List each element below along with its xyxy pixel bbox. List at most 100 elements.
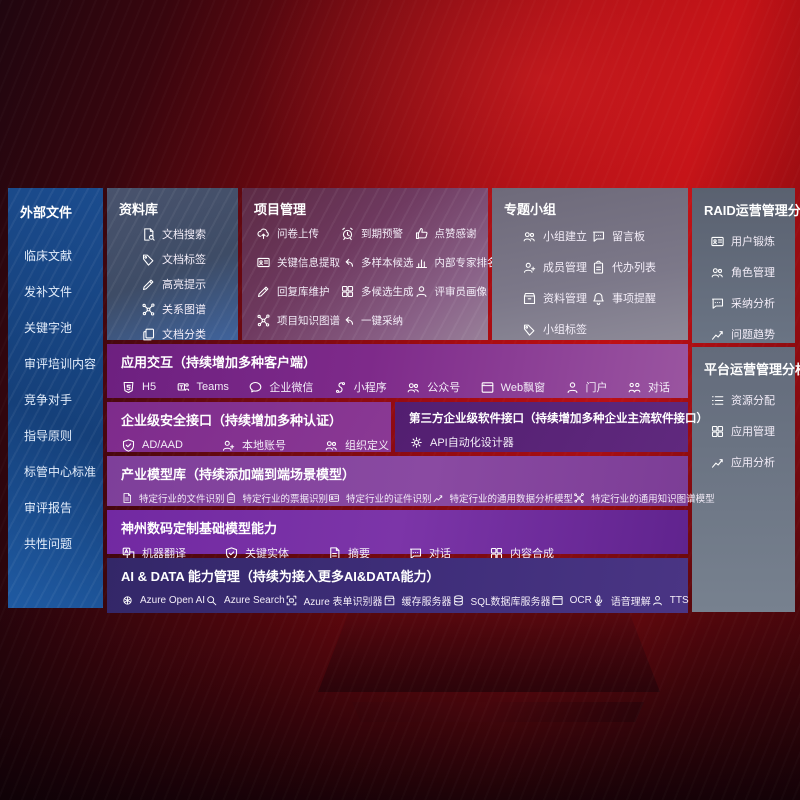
person-add-icon xyxy=(221,438,236,453)
card-icon xyxy=(256,255,271,270)
feature-item: 对话 xyxy=(408,545,451,561)
tag-icon xyxy=(141,252,156,267)
window-icon xyxy=(551,594,564,607)
feature-label: 一键采纳 xyxy=(361,315,403,327)
feature-item: 多候选生成 xyxy=(340,284,414,299)
rank-icon xyxy=(414,255,429,270)
feature-item: Azure Search xyxy=(205,594,285,607)
feature-label: Web飘窗 xyxy=(500,382,546,394)
sidebar-item: 审评报告 xyxy=(24,501,73,515)
third-party-interface-list: API自动化设计器 xyxy=(409,426,676,450)
feature-item: 多样本候选 xyxy=(340,255,414,270)
feature-label: 关键实体 xyxy=(245,548,289,560)
feature-item: 采纳分析 xyxy=(710,295,795,311)
mini-icon xyxy=(333,380,348,395)
feature-item: AD/AAD xyxy=(121,438,183,453)
card-icon xyxy=(328,492,340,504)
app-interaction-row: 应用交互（持续增加多种客户端） H5 Teams 企业微信 小程序 公众号 Web飘窗 门户… xyxy=(107,344,688,398)
repository-list: 文档搜索 文档标签 高亮提示 关系图谱 文档分类 xyxy=(119,218,228,342)
platform-analysis-title: 平台运营管理分析 xyxy=(704,362,800,377)
feature-label: 评审员画像 xyxy=(434,286,488,298)
feature-label: 摘要 xyxy=(348,548,370,560)
feature-label: 特定行业的通用数据分析模型 xyxy=(449,494,574,505)
feature-label: OCR xyxy=(569,595,592,606)
feature-item: 用户锻炼 xyxy=(710,233,795,249)
chart-line-icon xyxy=(710,455,725,470)
shield-icon xyxy=(121,438,136,453)
network-icon xyxy=(256,313,271,328)
like-icon xyxy=(414,226,429,241)
bell-icon xyxy=(591,291,606,306)
feature-label: 对话 xyxy=(429,548,451,560)
feature-item: 一键采纳 xyxy=(340,313,414,328)
sidebar-item: 关键字池 xyxy=(24,321,73,335)
copy-icon xyxy=(141,327,156,342)
openai-icon xyxy=(121,594,134,607)
feature-item: TTS xyxy=(651,594,689,607)
feature-label: 缓存服务器 xyxy=(401,597,452,608)
feature-item: 本地账号 xyxy=(221,437,286,453)
chart-line-icon xyxy=(710,327,725,342)
feature-label: 本地账号 xyxy=(241,440,286,452)
feature-label: 留言板 xyxy=(612,231,645,243)
feature-item: 门户 xyxy=(565,379,608,395)
feature-label: 高亮提示 xyxy=(162,279,206,291)
search-icon xyxy=(205,594,218,607)
industry-models-title: 产业模型库（持续添加端到端场景模型） xyxy=(121,467,356,482)
feature-label: 成员管理 xyxy=(543,262,587,274)
feature-label: 多候选生成 xyxy=(361,286,414,298)
feature-item: 文档标签 xyxy=(141,251,228,267)
people-icon xyxy=(406,380,421,395)
feature-label: 点赞感谢 xyxy=(434,228,477,240)
feature-item: 留言板 xyxy=(591,228,656,244)
feature-label: 文档分类 xyxy=(162,329,206,341)
person-add-icon xyxy=(522,260,537,275)
clipboard-icon xyxy=(225,492,237,504)
feature-label: 机器翻译 xyxy=(142,548,186,560)
window-icon xyxy=(480,380,495,395)
person-icon xyxy=(651,594,664,607)
people-icon xyxy=(522,229,537,244)
topic-groups-title: 专题小组 xyxy=(504,202,557,217)
external-files-title: 外部文件 xyxy=(20,205,73,220)
doc-search-icon xyxy=(141,227,156,242)
sidebar-item: 审评培训内容 xyxy=(24,357,97,371)
feature-item: 机器翻译 xyxy=(121,545,186,561)
industry-models-list: 特定行业的文件识别 特定行业的票据识别 特定行业的证件识别 特定行业的通用数据分析模型… xyxy=(121,483,715,505)
feature-item: 内容合成 xyxy=(489,545,554,561)
feature-label: 企业微信 xyxy=(269,382,314,394)
feature-item: 特定行业的证件识别 xyxy=(328,491,432,505)
grid-icon xyxy=(710,424,725,439)
feature-item: Azure 表单识别器 xyxy=(285,593,383,608)
feature-item: 项目知识图谱 xyxy=(256,313,340,328)
chat-icon xyxy=(591,229,606,244)
box-icon xyxy=(522,291,537,306)
ocr-icon xyxy=(285,594,298,607)
feature-item: 回复库维护 xyxy=(256,284,340,299)
feature-item: Teams xyxy=(176,380,229,395)
feature-label: SQL数据库服务器 xyxy=(470,597,551,608)
feature-item: 高亮提示 xyxy=(141,276,228,292)
list-icon xyxy=(710,393,725,408)
feature-label: Azure Open AI xyxy=(140,595,206,606)
app-interaction-list: H5 Teams 企业微信 小程序 公众号 Web飘窗 门户 对话 xyxy=(121,371,676,395)
feature-item: 代办列表 xyxy=(591,259,656,275)
feature-label: 特定行业的票据识别 xyxy=(242,494,329,505)
feature-label: 内部专家排名 xyxy=(434,257,498,269)
people-icon xyxy=(710,265,725,280)
feature-label: 资料管理 xyxy=(543,293,587,305)
people-icon xyxy=(324,438,339,453)
feature-item: Azure Open AI xyxy=(121,594,205,607)
feature-label: 问题趋势 xyxy=(731,329,775,341)
sidebar-item: 竞争对手 xyxy=(24,393,73,407)
chart-line-icon xyxy=(432,492,444,504)
ai-data-list: Azure Open AI Azure Search Azure 表单识别器 缓存服务… xyxy=(121,585,689,608)
feature-item: 小组建立 xyxy=(522,228,587,244)
feature-item: 语音理解 xyxy=(592,593,651,608)
sidebar-item: 发补文件 xyxy=(24,285,73,299)
person-icon xyxy=(414,284,429,299)
security-interface-title: 企业级安全接口（持续增加多种认证） xyxy=(121,413,343,428)
network-icon xyxy=(141,302,156,317)
feature-label: 采纳分析 xyxy=(731,298,775,310)
